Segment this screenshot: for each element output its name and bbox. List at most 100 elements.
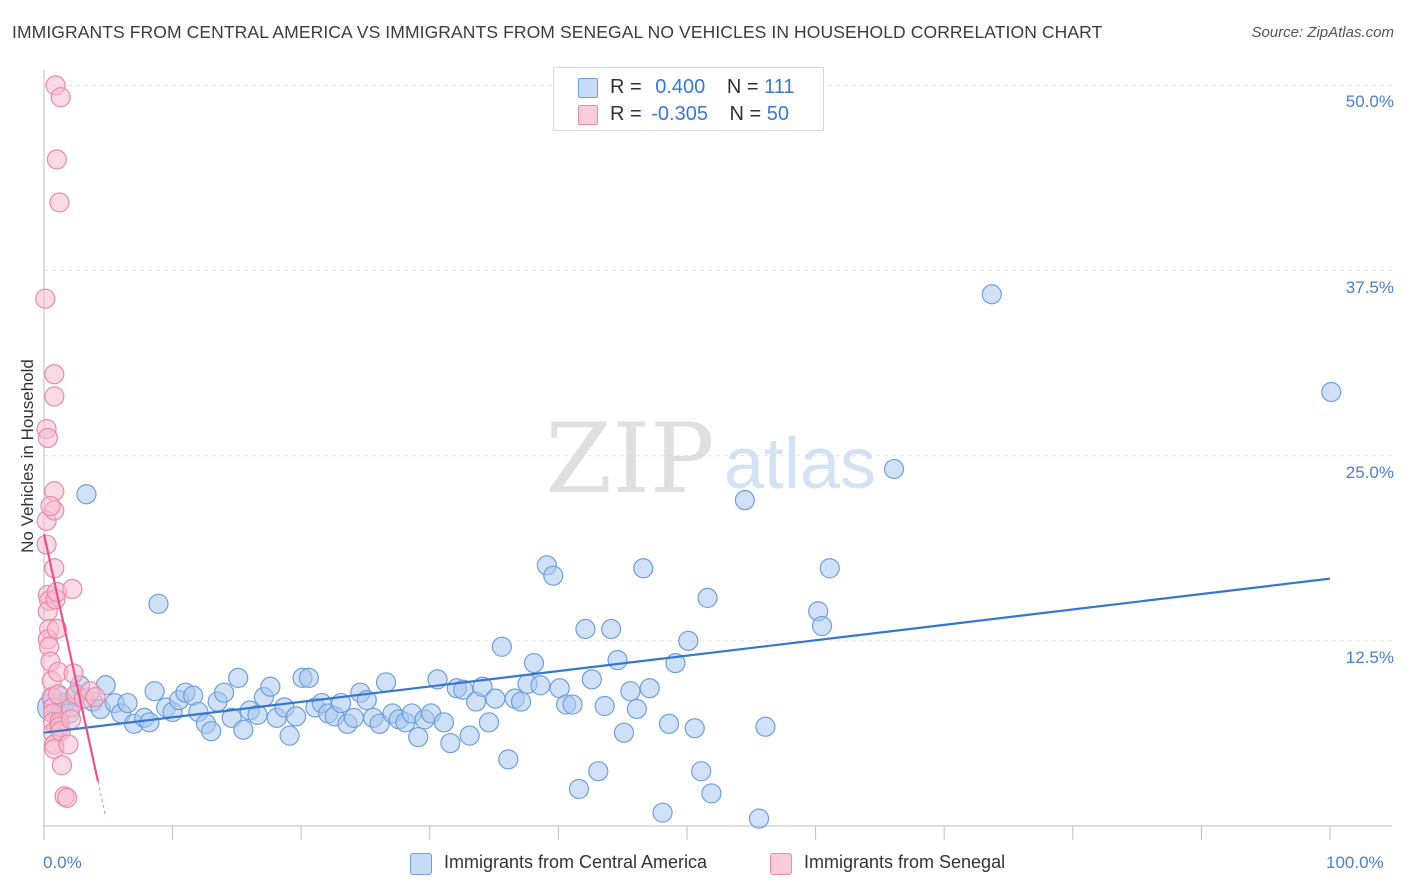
grid-lines xyxy=(44,84,1392,642)
data-point xyxy=(57,787,78,808)
data-point xyxy=(697,587,718,608)
data-point xyxy=(46,618,67,640)
x-tick-label-min: 0.0% xyxy=(43,853,82,872)
data-point xyxy=(485,688,506,709)
legend-swatch-blue xyxy=(578,78,598,98)
legend-r-label: R = xyxy=(610,76,642,98)
data-point xyxy=(491,636,512,657)
data-point xyxy=(60,709,82,730)
data-point xyxy=(58,734,79,755)
data-point xyxy=(530,675,551,696)
data-point xyxy=(498,749,519,770)
watermark-atlas: atlas xyxy=(724,424,876,504)
x-tick-label-max: 100.0% xyxy=(1326,853,1384,872)
data-point xyxy=(562,694,583,715)
data-point xyxy=(117,692,138,714)
y-tick-label: 25.0% xyxy=(1345,462,1394,482)
data-point xyxy=(601,618,622,640)
data-point xyxy=(511,691,532,712)
data-point xyxy=(1321,381,1342,403)
y-tick-label: 50.0% xyxy=(1345,92,1394,112)
data-point xyxy=(652,802,673,823)
data-point xyxy=(594,695,615,717)
data-point xyxy=(811,615,833,637)
data-point xyxy=(144,681,165,702)
data-point xyxy=(440,732,461,754)
data-point xyxy=(343,707,365,728)
source-credit: Source: ZipAtlas.com xyxy=(1251,24,1394,41)
legend-swatch-blue xyxy=(410,853,432,875)
data-point xyxy=(50,87,71,108)
data-point xyxy=(581,669,602,690)
data-point xyxy=(375,672,397,693)
data-point xyxy=(44,558,65,579)
data-point xyxy=(748,808,770,829)
data-point xyxy=(233,719,254,740)
data-point xyxy=(734,490,755,511)
data-point xyxy=(40,495,61,517)
chart-title: IMMIGRANTS FROM CENTRAL AMERICA VS IMMIG… xyxy=(12,22,1103,42)
legend-r-value: -0.305 xyxy=(651,103,708,125)
data-point xyxy=(678,630,699,651)
correlation-legend: R = 0.400 N = 111 R = -0.305 N = 50 xyxy=(553,67,824,131)
y-tick-label: 12.5% xyxy=(1345,647,1394,667)
y-axis-title: No Vehicles in Household xyxy=(18,359,37,553)
data-point xyxy=(613,722,635,743)
data-point xyxy=(459,725,480,746)
data-point xyxy=(247,704,268,726)
data-point xyxy=(298,667,320,688)
data-point xyxy=(37,427,58,449)
data-point xyxy=(543,565,564,586)
trend-line-senegal xyxy=(42,533,100,782)
legend-swatch-pink xyxy=(770,853,792,875)
data-point xyxy=(575,618,596,640)
data-point xyxy=(658,713,680,734)
legend-n-value: 50 xyxy=(766,103,790,125)
data-point xyxy=(228,667,249,688)
data-point xyxy=(285,706,307,727)
data-point xyxy=(883,458,905,480)
legend-label: Immigrants from Senegal xyxy=(804,852,1006,872)
data-point xyxy=(819,558,840,579)
trend-line-senegal-extension xyxy=(97,781,107,818)
watermark: ZIP atlas xyxy=(545,403,876,515)
y-tick-label: 37.5% xyxy=(1345,277,1394,297)
data-point xyxy=(691,761,712,782)
data-point xyxy=(62,578,83,600)
data-point xyxy=(85,687,106,708)
data-point xyxy=(433,712,455,733)
legend-n-label: N = xyxy=(729,103,762,125)
legend-n-value: 111 xyxy=(764,76,795,98)
data-point xyxy=(701,783,722,804)
data-point xyxy=(46,149,67,170)
data-point xyxy=(408,727,429,748)
data-point xyxy=(51,755,73,776)
data-point xyxy=(279,725,300,746)
legend-label: Immigrants from Central America xyxy=(444,852,708,872)
data-point xyxy=(453,679,474,700)
series-central-america xyxy=(37,284,1342,829)
data-point xyxy=(639,678,660,699)
data-point xyxy=(684,718,705,739)
data-point xyxy=(148,593,169,614)
data-point xyxy=(44,364,65,385)
series-senegal xyxy=(35,75,106,808)
trend-lines xyxy=(42,533,1331,818)
data-point xyxy=(523,652,545,674)
data-point xyxy=(76,484,97,505)
data-point xyxy=(213,682,235,703)
data-point xyxy=(478,712,500,733)
data-point xyxy=(633,558,654,579)
data-point xyxy=(139,712,160,733)
data-point xyxy=(755,716,776,737)
legend-r-label: R = xyxy=(610,103,642,125)
data-point xyxy=(35,288,56,309)
data-point xyxy=(260,676,281,697)
data-point xyxy=(49,192,70,213)
legend-r-value: 0.400 xyxy=(655,76,706,98)
data-point xyxy=(607,650,628,671)
data-point xyxy=(981,284,1002,305)
legend-n-label: N = xyxy=(726,76,759,98)
data-point xyxy=(620,681,641,702)
